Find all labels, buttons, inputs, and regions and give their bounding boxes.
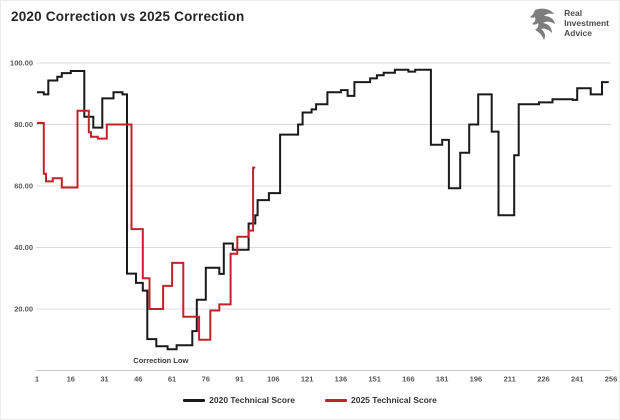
x-tick-label: 256 [605, 375, 618, 384]
chart-legend: 2020 Technical Score 2025 Technical Scor… [1, 395, 619, 405]
annotation-correction-low: Correction Low [133, 356, 188, 365]
x-tick-label: 196 [470, 375, 483, 384]
x-tick-label: 136 [335, 375, 348, 384]
y-tick-label: 100.00 [10, 59, 33, 68]
y-tick-label: 80.00 [14, 120, 33, 129]
x-tick-label: 211 [504, 375, 516, 384]
x-tick-label: 16 [67, 375, 75, 384]
y-tick-label: 40.00 [14, 243, 33, 252]
x-tick-label: 46 [134, 375, 142, 384]
x-tick-label: 226 [537, 375, 550, 384]
brand-text: Real Investment Advice [564, 9, 609, 38]
legend-swatch-2020 [183, 398, 206, 402]
x-tick-label: 151 [368, 375, 381, 384]
x-tick-label: 181 [436, 375, 449, 384]
brand-line-1: Real [564, 8, 583, 19]
legend-swatch-2025 [325, 398, 347, 402]
x-tick-label: 31 [100, 375, 108, 384]
legend-label-2020: 2020 Technical Score [209, 395, 295, 405]
brand-line-3: Advice [564, 27, 592, 38]
eagle-icon [530, 8, 556, 40]
legend-item-2020: 2020 Technical Score [183, 395, 295, 405]
x-tick-label: 121 [301, 375, 314, 384]
y-tick-label: 20.00 [14, 305, 33, 314]
y-tick-label: 60.00 [14, 182, 33, 191]
x-tick-label: 166 [402, 375, 415, 384]
brand-line-2: Investment [564, 18, 609, 29]
x-tick-label: 76 [202, 375, 210, 384]
x-tick-label: 241 [571, 375, 584, 384]
series-line-2020 [37, 68, 609, 351]
series-line-2025 [37, 109, 256, 341]
legend-label-2025: 2025 Technical Score [351, 395, 437, 405]
x-tick-label: 1 [35, 375, 39, 384]
chart-title: 2020 Correction vs 2025 Correction [11, 9, 245, 24]
brand-logo: Real Investment Advice [529, 6, 609, 42]
x-tick-label: 106 [267, 375, 280, 384]
x-tick-label: 91 [235, 375, 243, 384]
legend-item-2025: 2025 Technical Score [325, 395, 437, 405]
x-tick-label: 61 [168, 375, 176, 384]
